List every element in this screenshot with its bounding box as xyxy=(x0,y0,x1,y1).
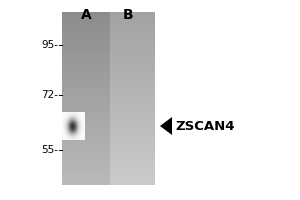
Text: B: B xyxy=(123,8,133,22)
Polygon shape xyxy=(160,117,172,135)
Text: ZSCAN4: ZSCAN4 xyxy=(175,119,235,132)
Text: 72-: 72- xyxy=(41,90,58,100)
Text: 55-: 55- xyxy=(41,145,58,155)
Text: 95-: 95- xyxy=(41,40,58,50)
Text: A: A xyxy=(81,8,92,22)
